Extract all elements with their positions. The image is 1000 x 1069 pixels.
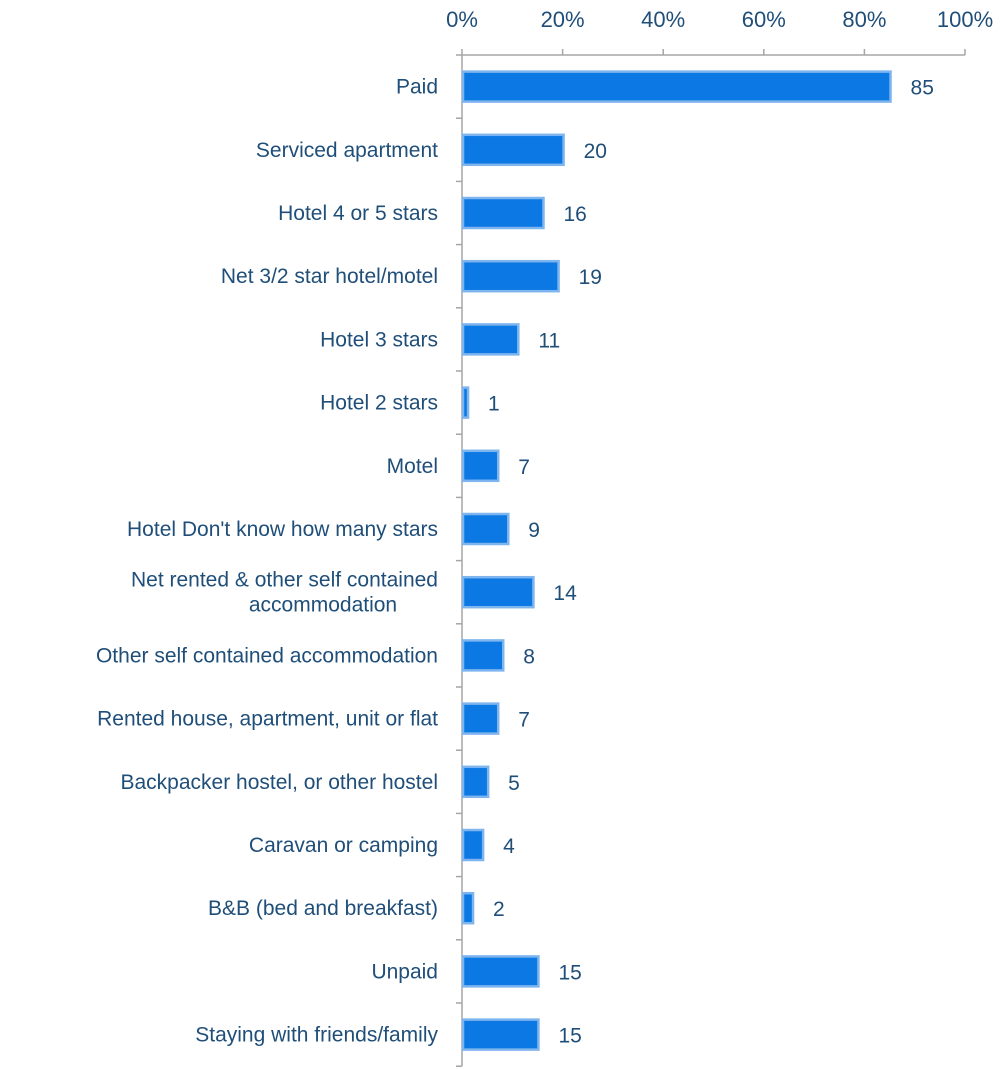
x-axis: 0% 20% 40% 60% 80% 100%: [446, 7, 993, 56]
data-label: 16: [563, 203, 586, 226]
x-tick-label: 0%: [446, 7, 478, 32]
bar: [461, 323, 520, 356]
x-tick-label: 100%: [937, 7, 993, 32]
category-label: Hotel 2 stars: [320, 392, 438, 415]
bar: [461, 1018, 540, 1051]
bars: [461, 70, 892, 1051]
bar: [461, 765, 490, 799]
y-axis: [456, 54, 463, 1067]
category-label: Caravan or camping: [249, 834, 438, 857]
bar: [461, 386, 470, 419]
data-label: 1: [488, 393, 500, 416]
x-tick-label: 20%: [541, 7, 585, 32]
category-label: Backpacker hostel, or other hostel: [120, 771, 438, 794]
category-label: Rented house, apartment, unit or flat: [97, 708, 438, 731]
category-label: Net rented & other self contained accommo…: [131, 569, 438, 617]
data-label: 7: [518, 709, 530, 732]
category-label-line: accommodation: [249, 594, 397, 617]
data-label: 11: [538, 329, 560, 352]
category-label: Net 3/2 star hotel/motel: [221, 265, 438, 288]
data-label: 9: [528, 519, 540, 542]
data-label: 15: [558, 1025, 581, 1048]
bar: [461, 512, 510, 546]
data-label: 85: [911, 77, 934, 100]
category-label: Hotel 4 or 5 stars: [278, 202, 438, 225]
bar: [461, 70, 892, 103]
bar: [461, 639, 505, 672]
category-label: Motel: [387, 455, 438, 478]
data-label: 15: [558, 961, 581, 984]
bar: [461, 196, 545, 230]
bar: [461, 575, 535, 609]
x-tick-label: 80%: [842, 7, 886, 32]
category-label: Staying with friends/family: [195, 1024, 438, 1047]
data-label: 20: [584, 140, 607, 163]
category-label: B&B (bed and breakfast): [208, 897, 438, 920]
bar: [461, 828, 485, 862]
category-labels: Paid Serviced apartment Hotel 4 or 5 stars…: [96, 76, 439, 1047]
category-label: Hotel Don't know how many stars: [127, 518, 438, 541]
bar: [461, 449, 500, 483]
category-label: Other self contained accommodation: [96, 644, 438, 667]
category-label: Serviced apartment: [256, 139, 438, 162]
data-label: 5: [508, 772, 520, 795]
x-tick-label: 60%: [742, 7, 786, 32]
data-label: 4: [503, 835, 515, 858]
bar: [461, 133, 565, 167]
category-label-line: Net rented & other self contained: [131, 569, 438, 592]
category-label: Hotel 3 stars: [320, 328, 438, 351]
data-label: 14: [553, 582, 577, 605]
category-label: Paid: [396, 76, 438, 99]
bar: [461, 891, 475, 925]
data-label: 7: [518, 456, 530, 479]
x-tick-label: 40%: [641, 7, 685, 32]
data-label: 8: [523, 645, 535, 668]
data-label: 2: [493, 898, 505, 921]
bar: [461, 955, 540, 988]
data-label: 19: [579, 266, 602, 289]
bar: [461, 702, 500, 735]
category-label: Unpaid: [371, 960, 438, 983]
bar: [461, 259, 560, 293]
